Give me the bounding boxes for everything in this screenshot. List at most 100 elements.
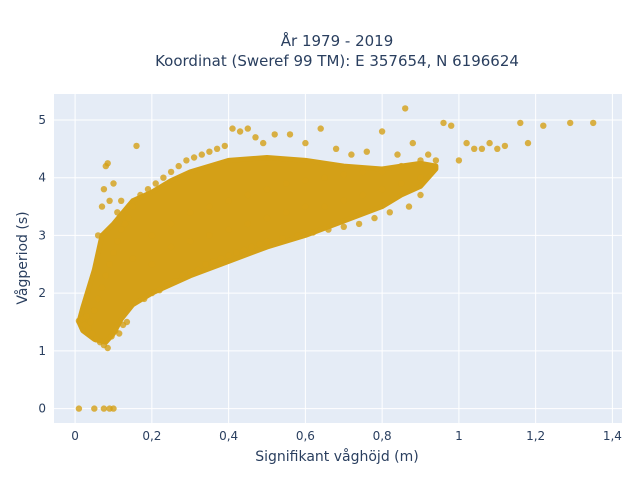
data-point xyxy=(118,197,125,204)
data-point xyxy=(129,203,136,210)
data-point xyxy=(91,405,98,412)
data-point xyxy=(236,128,244,135)
data-point xyxy=(359,168,367,176)
data-point xyxy=(206,203,213,210)
data-point xyxy=(240,246,248,253)
data-point xyxy=(83,313,90,320)
data-point xyxy=(386,209,393,216)
data-point xyxy=(167,243,175,251)
data-point xyxy=(567,119,574,127)
data-point xyxy=(141,295,148,303)
data-point xyxy=(100,186,108,193)
data-point xyxy=(286,131,294,138)
data-point xyxy=(355,220,363,228)
data-point xyxy=(225,226,232,233)
data-points xyxy=(75,105,597,412)
x-tick-label: 0,6 xyxy=(296,429,315,443)
data-point xyxy=(206,232,213,239)
data-point xyxy=(283,180,290,187)
x-tick-labels: 0 0,2 0,4 0,6 0,8 1 1,2 1,4 xyxy=(71,429,622,443)
data-point xyxy=(283,209,290,216)
data-point xyxy=(194,266,202,274)
data-point xyxy=(340,197,347,204)
x-tick-label: 1 xyxy=(455,429,463,443)
data-point xyxy=(244,125,251,132)
data-point xyxy=(225,252,232,259)
data-point xyxy=(271,131,278,138)
data-point xyxy=(478,145,486,152)
data-point xyxy=(106,261,113,268)
data-point xyxy=(417,174,424,181)
data-point xyxy=(524,139,532,147)
data-point xyxy=(94,295,102,303)
data-point xyxy=(118,226,125,233)
data-point xyxy=(378,168,386,176)
data-point xyxy=(198,151,205,158)
x-tick-label: 1,2 xyxy=(526,429,545,443)
chart-title-line2: Koordinat (Sweref 99 TM): E 357654, N 61… xyxy=(155,52,519,70)
data-point xyxy=(187,209,194,216)
data-point xyxy=(302,177,309,184)
data-point xyxy=(121,220,129,228)
data-point xyxy=(340,223,347,230)
chart-title-line1: År 1979 - 2019 xyxy=(281,31,394,50)
data-point xyxy=(190,154,198,161)
data-point xyxy=(183,157,190,164)
data-point xyxy=(486,139,493,147)
data-point xyxy=(125,214,132,222)
data-point xyxy=(148,232,156,239)
data-point xyxy=(85,324,92,331)
data-point xyxy=(210,258,217,265)
data-point xyxy=(244,191,251,199)
data-point xyxy=(167,220,175,228)
data-point xyxy=(455,157,463,164)
data-point xyxy=(87,318,94,326)
y-tick-label: 3 xyxy=(38,228,46,242)
data-point xyxy=(171,278,179,285)
y-tick-labels: 0 1 2 3 4 5 xyxy=(38,113,46,416)
y-tick-label: 0 xyxy=(38,402,46,416)
data-point xyxy=(152,180,159,187)
data-point xyxy=(144,186,152,193)
data-point xyxy=(202,261,209,268)
data-point xyxy=(378,128,386,135)
data-point xyxy=(302,139,309,147)
data-point xyxy=(110,249,117,256)
data-point xyxy=(98,203,106,210)
data-point xyxy=(217,255,225,262)
data-point xyxy=(75,405,83,412)
data-point xyxy=(394,151,401,158)
y-tick-label: 4 xyxy=(38,171,46,185)
data-point xyxy=(321,174,328,181)
data-point xyxy=(325,226,332,233)
data-point xyxy=(321,203,328,210)
data-point xyxy=(501,142,509,150)
data-point xyxy=(137,191,144,199)
data-point xyxy=(133,142,140,150)
data-point xyxy=(398,180,405,187)
data-point xyxy=(187,269,194,277)
data-point xyxy=(348,151,355,158)
data-point xyxy=(108,333,115,340)
data-point xyxy=(114,209,121,216)
data-point xyxy=(187,238,194,245)
data-point xyxy=(448,122,455,129)
data-point xyxy=(123,318,131,326)
data-point xyxy=(98,284,106,291)
data-point xyxy=(363,148,370,155)
data-point xyxy=(425,151,432,158)
y-tick-label: 1 xyxy=(38,344,46,358)
data-point xyxy=(160,174,167,181)
data-point xyxy=(129,255,136,262)
data-point xyxy=(417,157,424,164)
data-point xyxy=(116,330,123,337)
data-point xyxy=(302,203,309,210)
data-point xyxy=(248,243,255,251)
x-axis-title: Signifikant våghöjd (m) xyxy=(255,448,418,465)
y-axis-title: Vågperiod (s) xyxy=(14,211,31,304)
data-point xyxy=(110,405,117,412)
data-point xyxy=(106,197,113,204)
data-point xyxy=(179,272,186,279)
data-point xyxy=(294,232,301,239)
density-band xyxy=(76,155,439,345)
